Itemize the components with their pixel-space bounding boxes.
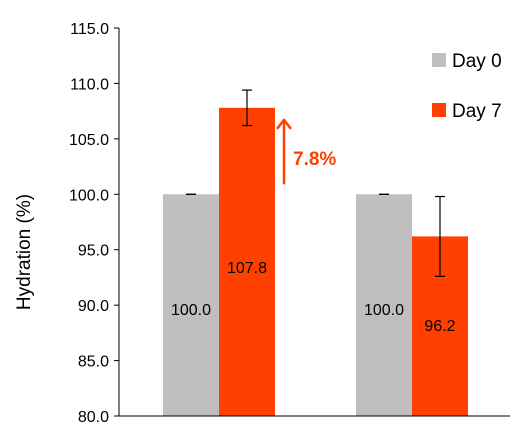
y-tick-label: 115.0 (70, 21, 109, 38)
data-labels: 100.0 100.0 107.8 96.2 (171, 260, 456, 335)
legend-label-2: Day 7 (452, 101, 502, 122)
annotation-arrow-head (276, 118, 292, 130)
legend-label-1: Day 0 (452, 51, 502, 72)
bar-day-7-group-1 (219, 107, 275, 417)
data-label: 107.8 (227, 260, 267, 277)
data-label: 100.0 (364, 302, 404, 319)
legend-swatch-1 (432, 53, 446, 67)
bar-day-0-group-1 (163, 194, 219, 416)
y-tick-label: 105.0 (69, 132, 109, 149)
y-axis-label: Hydration (%) (14, 194, 35, 310)
y-tick-label: 85.0 (78, 354, 109, 371)
data-label: 100.0 (171, 302, 211, 319)
y-tick-label: 110.0 (70, 76, 109, 93)
legend-swatch-2 (432, 103, 446, 117)
increase-annotation: 7.8% (276, 118, 336, 185)
y-tick-label: 80.0 (78, 409, 109, 426)
data-label: 96.2 (424, 318, 455, 335)
legend: Day 0 Day 7 (432, 51, 502, 122)
y-tick-label: 95.0 (78, 243, 109, 260)
error-bars (186, 89, 445, 277)
y-tick-label: 100.0 (69, 187, 109, 204)
y-axis-ticks: 80.0 85.0 90.0 95.0 100.0 105.0 110.0 115.0 (69, 21, 119, 426)
annotation-label: 7.8% (293, 149, 336, 170)
bar-day-0-group-2 (356, 194, 412, 416)
y-tick-label: 90.0 (78, 298, 109, 315)
